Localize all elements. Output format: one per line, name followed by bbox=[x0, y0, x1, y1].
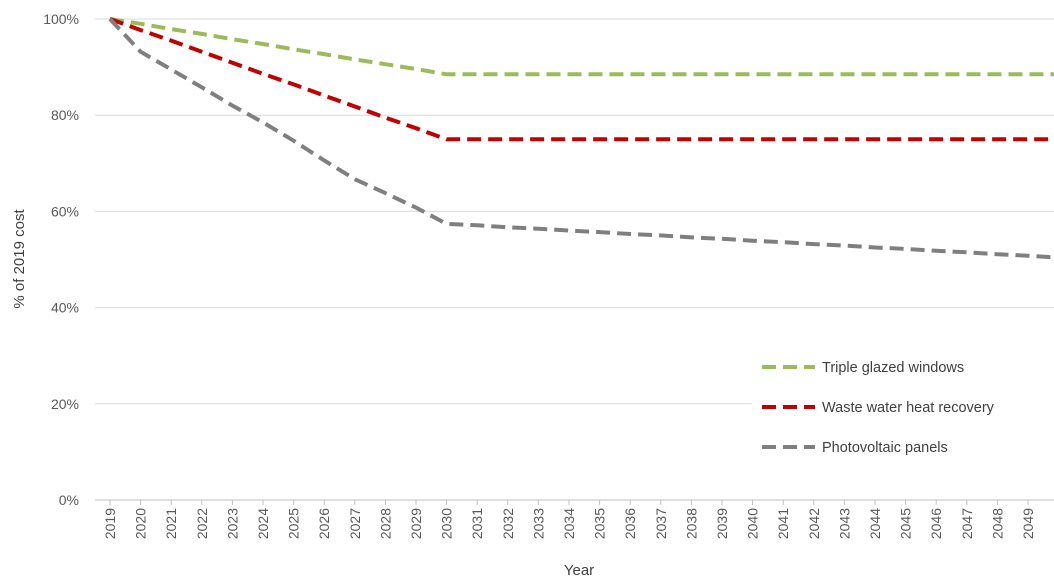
y-tick-label: 80% bbox=[51, 107, 79, 123]
x-tick-label: 2037 bbox=[653, 508, 669, 539]
legend-entry: Triple glazed windows bbox=[822, 360, 964, 376]
x-tick-label: 2021 bbox=[163, 508, 179, 539]
x-tick-label: 2022 bbox=[194, 508, 210, 539]
x-tick-label: 2044 bbox=[867, 508, 883, 539]
x-tick-label: 2040 bbox=[745, 508, 761, 539]
legend-background bbox=[752, 344, 1054, 472]
x-tick-label: 2032 bbox=[500, 508, 516, 539]
x-tick-label: 2046 bbox=[928, 508, 944, 539]
y-tick-label: 100% bbox=[43, 11, 79, 27]
y-tick-label: 40% bbox=[51, 300, 79, 316]
x-tick-label: 2029 bbox=[408, 508, 424, 539]
x-tick-label: 2020 bbox=[133, 508, 149, 539]
x-axis: 2019 2020 2021 2022 2023 2024 2025 2026 2027 2028… bbox=[102, 500, 1054, 539]
x-axis-title: Year bbox=[564, 562, 594, 579]
x-tick-label: 2042 bbox=[806, 508, 822, 539]
legend-entry: Waste water heat recovery bbox=[822, 400, 995, 416]
series-line bbox=[108, 17, 1054, 260]
x-tick-label: 2036 bbox=[622, 508, 638, 539]
series-lines bbox=[108, 17, 1054, 260]
x-tick-label: 2045 bbox=[898, 508, 914, 539]
gridlines bbox=[95, 18, 1054, 501]
series-line bbox=[109, 17, 1054, 77]
legend-entry: Photovoltaic panels bbox=[822, 440, 948, 456]
x-tick-label: 2030 bbox=[439, 508, 455, 539]
y-axis: 0% 20% 40% 60% 80% 100% bbox=[43, 11, 79, 508]
x-tick-label: 2048 bbox=[989, 508, 1005, 539]
x-tick-label: 2024 bbox=[255, 508, 271, 539]
y-tick-label: 0% bbox=[59, 492, 79, 508]
y-axis-title: % of 2019 cost bbox=[11, 209, 28, 309]
x-tick-label: 2047 bbox=[959, 508, 975, 539]
x-tick-label: 2050 bbox=[1051, 508, 1054, 539]
legend: Triple glazed windows Waste water heat re… bbox=[752, 344, 1054, 472]
x-tick-label: 2023 bbox=[224, 508, 240, 539]
x-tick-label: 2031 bbox=[469, 508, 485, 539]
x-tick-label: 2043 bbox=[836, 508, 852, 539]
y-tick-label: 20% bbox=[51, 396, 79, 412]
x-tick-label: 2039 bbox=[714, 508, 730, 539]
x-tick-label: 2041 bbox=[775, 508, 791, 539]
x-tick-label: 2033 bbox=[530, 508, 546, 539]
x-tick-label: 2025 bbox=[286, 508, 302, 539]
x-tick-label: 2027 bbox=[347, 508, 363, 539]
series-line bbox=[109, 17, 1054, 142]
x-tick-label: 2034 bbox=[561, 508, 577, 539]
x-tick-label: 2035 bbox=[592, 508, 608, 539]
x-tick-label: 2028 bbox=[377, 508, 393, 539]
x-tick-label: 2049 bbox=[1020, 508, 1036, 539]
x-tick-label: 2026 bbox=[316, 508, 332, 539]
x-tick-label: 2019 bbox=[102, 508, 118, 539]
y-tick-label: 60% bbox=[51, 203, 79, 219]
x-tick-label: 2038 bbox=[683, 508, 699, 539]
